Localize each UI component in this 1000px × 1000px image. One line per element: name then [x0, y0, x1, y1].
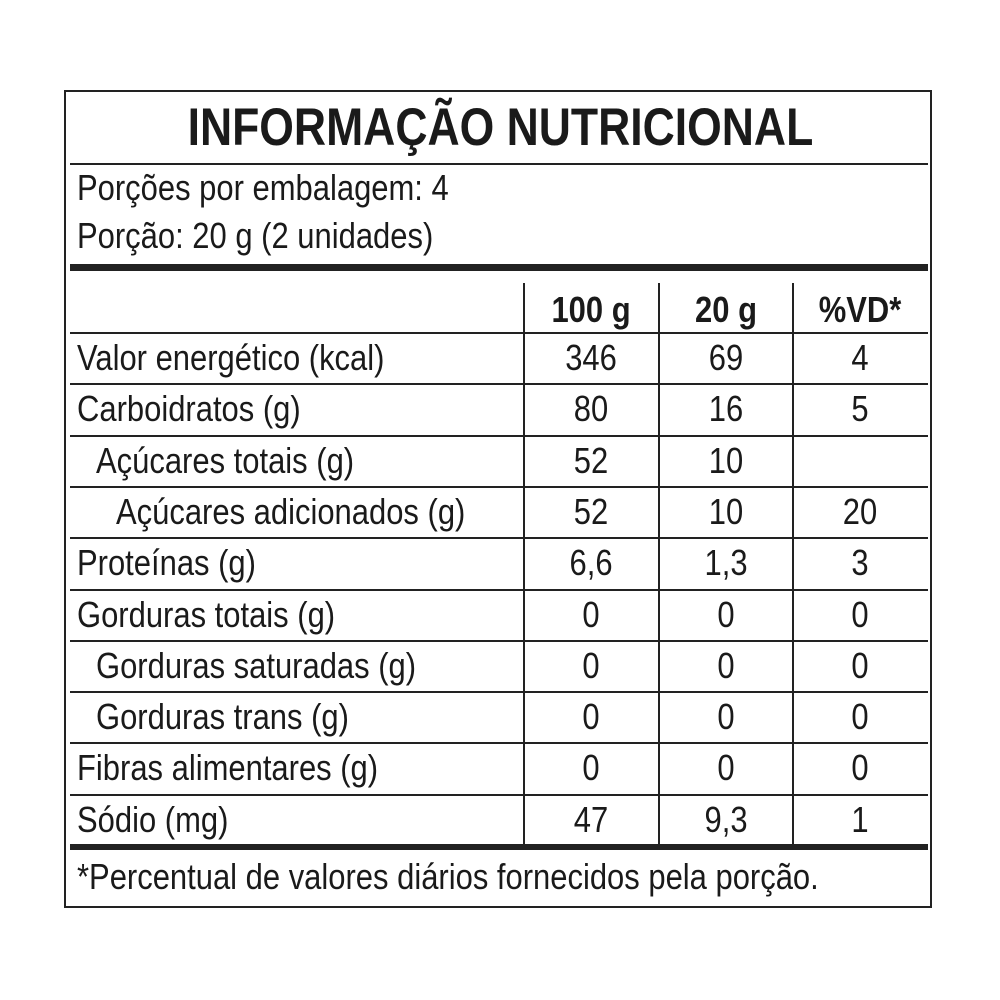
value-v100: 0 — [524, 644, 659, 688]
value-text: 10 — [708, 439, 744, 481]
value-v20: 0 — [659, 644, 793, 688]
column-header: 20 g — [659, 288, 793, 332]
thick-divider-bottom — [70, 844, 928, 850]
row-divider — [70, 588, 928, 591]
value-vd: 5 — [793, 387, 928, 431]
value-text: 9,3 — [704, 798, 748, 840]
value-text: 0 — [582, 644, 601, 686]
nutrient-label: Fibras alimentares (g) — [77, 747, 379, 789]
row-divider — [70, 485, 928, 488]
value-text: 1,3 — [704, 542, 748, 584]
value-vd: 0 — [793, 746, 928, 790]
row-divider — [70, 793, 928, 796]
value-text: 47 — [574, 798, 609, 840]
nutrient-label: Valor energético (kcal) — [77, 337, 385, 378]
row-divider — [70, 434, 928, 437]
value-text: 20 — [843, 490, 878, 532]
value-vd: 0 — [793, 644, 928, 688]
value-text: 1 — [851, 798, 870, 840]
nutrient-label: Gorduras saturadas (g) — [96, 644, 417, 686]
value-text: 52 — [574, 439, 609, 481]
value-v100: 0 — [524, 695, 659, 739]
value-v100: 346 — [524, 336, 659, 380]
nutrient-label: Açúcares adicionados (g) — [116, 490, 466, 532]
value-v100: 52 — [524, 490, 659, 534]
label-title-text: INFORMAÇÃO NUTRICIONAL — [187, 98, 813, 157]
title-divider — [70, 163, 928, 165]
value-text: 0 — [851, 747, 870, 789]
value-v100: 80 — [524, 387, 659, 431]
column-header: 100 g — [524, 288, 659, 332]
value-v20: 10 — [659, 490, 793, 534]
value-text: 6,6 — [569, 542, 614, 584]
row-divider — [70, 742, 928, 745]
value-vd: 0 — [793, 593, 928, 637]
value-text: 0 — [582, 593, 601, 635]
value-v20: 16 — [659, 387, 793, 431]
column-header: %VD* — [793, 288, 928, 332]
value-text: 0 — [851, 593, 870, 635]
servings-per-package: Porções por embalagem: 4 — [77, 167, 449, 208]
value-v20: 0 — [659, 695, 793, 739]
nutrient-label: Proteínas (g) — [77, 542, 256, 584]
value-text: 5 — [851, 388, 870, 430]
row-divider — [70, 332, 928, 334]
value-vd: 20 — [793, 490, 928, 534]
value-text: 10 — [708, 490, 744, 532]
value-text: 0 — [851, 696, 870, 738]
value-v20: 0 — [659, 746, 793, 790]
value-text: 52 — [574, 490, 609, 532]
nutrient-label: Carboidratos (g) — [77, 388, 301, 430]
value-vd: 3 — [793, 541, 928, 585]
value-v20: 1,3 — [659, 541, 793, 585]
value-v20: 10 — [659, 439, 793, 483]
value-text: 0 — [851, 644, 870, 686]
column-divider — [792, 283, 794, 844]
value-text: 69 — [708, 337, 744, 378]
nutrient-label: Açúcares totais (g) — [96, 439, 355, 481]
value-text: 0 — [717, 747, 735, 789]
value-v100: 6,6 — [524, 541, 659, 585]
nutrient-label: Gorduras totais (g) — [77, 593, 336, 635]
value-vd — [793, 439, 928, 483]
row-divider — [70, 639, 928, 642]
value-text: 16 — [708, 388, 744, 430]
column-header-text: %VD* — [819, 289, 902, 330]
value-text: 0 — [717, 696, 735, 738]
value-v20: 0 — [659, 593, 793, 637]
value-v100: 52 — [524, 439, 659, 483]
value-vd: 1 — [793, 798, 928, 842]
column-header-text: 20 g — [695, 289, 757, 330]
nutrition-label-frame — [64, 90, 932, 908]
value-text: 0 — [582, 747, 601, 789]
row-divider — [70, 691, 928, 694]
nutrient-label: Sódio (mg) — [77, 798, 229, 840]
thick-divider-top — [70, 264, 928, 271]
value-v20: 69 — [659, 336, 793, 380]
value-text: 0 — [717, 644, 735, 686]
value-v20: 9,3 — [659, 798, 793, 842]
column-header-text: 100 g — [551, 289, 632, 330]
value-vd: 4 — [793, 336, 928, 380]
label-title: INFORMAÇÃO NUTRICIONAL — [0, 96, 1000, 160]
value-text: 80 — [574, 388, 609, 430]
value-text: 0 — [717, 593, 735, 635]
footnote: *Percentual de valores diários fornecido… — [77, 856, 819, 897]
value-v100: 47 — [524, 798, 659, 842]
row-divider — [70, 383, 928, 386]
value-text: 3 — [851, 542, 870, 584]
row-divider — [70, 537, 928, 540]
value-v100: 0 — [524, 746, 659, 790]
value-v100: 0 — [524, 593, 659, 637]
value-text: 4 — [851, 337, 870, 378]
serving-size: Porção: 20 g (2 unidades) — [77, 215, 434, 256]
column-divider — [658, 283, 660, 844]
column-divider — [523, 283, 525, 844]
nutrient-label: Gorduras trans (g) — [96, 696, 349, 738]
value-text: 0 — [582, 696, 601, 738]
value-text: 346 — [565, 337, 618, 378]
value-vd: 0 — [793, 695, 928, 739]
